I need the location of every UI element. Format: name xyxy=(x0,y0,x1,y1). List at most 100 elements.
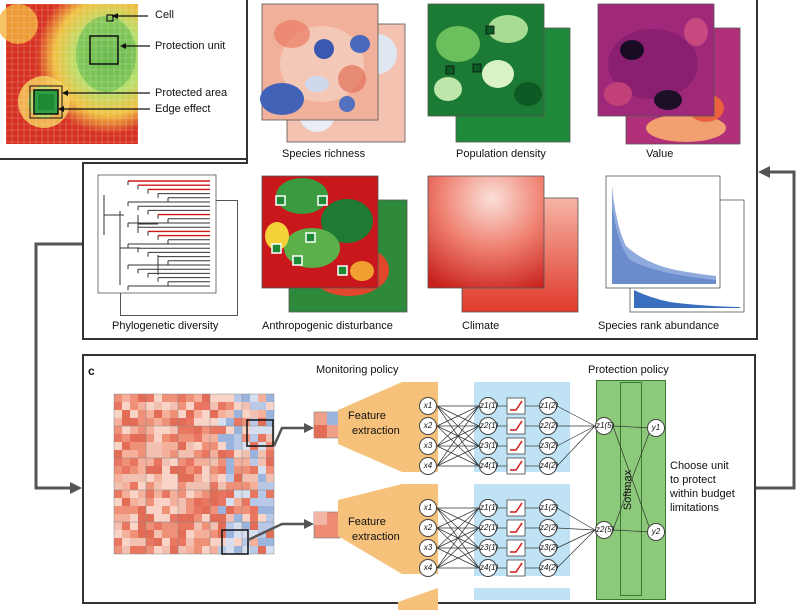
climate-caption: Climate xyxy=(462,320,500,332)
connection-in-hidden xyxy=(436,527,480,569)
relu-icon-curve xyxy=(510,502,523,513)
hidden2-node: z1(2) xyxy=(539,499,558,517)
extraction-label-bottom: extraction xyxy=(352,531,400,543)
connection-hidden2-pooled xyxy=(556,425,596,467)
panel-b-frame-mid xyxy=(82,162,248,164)
input-node: x2 xyxy=(419,519,437,537)
panel-b-frame-left xyxy=(246,0,248,162)
choose-text-4: limitations xyxy=(670,502,719,514)
connection-in-hidden xyxy=(436,445,480,467)
connection-pooled-out xyxy=(612,529,652,533)
panel-b-frame xyxy=(82,0,758,340)
phylogenetic-diversity-caption: Phylogenetic diversity xyxy=(112,320,219,332)
climate-map xyxy=(427,175,545,289)
species-rank-abundance-caption: Species rank abundance xyxy=(598,320,720,332)
value-map xyxy=(597,3,715,117)
relu-icon xyxy=(506,417,526,435)
connection-in-hidden xyxy=(436,547,480,569)
anthropogenic-disturbance-caption: Anthropogenic disturbance xyxy=(262,320,393,332)
monitoring-grid-map xyxy=(113,393,275,555)
connection-in-hidden xyxy=(436,507,480,529)
relu-icon-curve xyxy=(510,460,523,471)
population-density-caption: Population density xyxy=(456,148,546,160)
connection-hidden2-pooled xyxy=(556,507,596,531)
input-node: x3 xyxy=(419,437,437,455)
hidden1-node: z4(1) xyxy=(479,457,498,475)
feature-label-bottom: Feature xyxy=(348,516,386,528)
hidden1-node: z2(1) xyxy=(479,519,498,537)
input-node: x2 xyxy=(419,417,437,435)
relu-icon xyxy=(506,499,526,517)
hidden1-node: z2(1) xyxy=(479,417,498,435)
input-node: x4 xyxy=(419,559,437,577)
softmax-layer xyxy=(620,382,642,596)
panel-b-frame-left-lower xyxy=(82,162,84,340)
panel-a-leader-lines xyxy=(58,13,150,112)
hidden2-node: z1(2) xyxy=(539,397,558,415)
extraction-label-top: extraction xyxy=(352,425,400,437)
connection-hidden2-pooled xyxy=(556,529,596,549)
connection-hidden2-pooled xyxy=(556,529,596,569)
species-richness-map xyxy=(260,3,379,121)
input-node: x3 xyxy=(419,539,437,557)
feature-label-top: Feature xyxy=(348,410,386,422)
species-rank-abundance-chart xyxy=(605,175,721,289)
protection-grid-map xyxy=(0,3,139,144)
anthropogenic-disturbance-map xyxy=(261,175,379,289)
connection-hidden2-pooled xyxy=(556,527,596,531)
hidden1-node: z1(1) xyxy=(479,397,498,415)
patch-top xyxy=(313,411,341,439)
monitoring-policy-title: Monitoring policy xyxy=(316,364,399,376)
connection-in-hidden xyxy=(436,405,480,467)
edge-effect-label: Edge effect xyxy=(155,103,211,115)
choose-text-1: Choose unit xyxy=(670,460,729,472)
input-node: x1 xyxy=(419,499,437,517)
relu-icon-curve xyxy=(510,420,523,431)
output-node: y2 xyxy=(647,523,665,541)
input-node: x1 xyxy=(419,397,437,415)
value-caption: Value xyxy=(646,148,674,160)
protection-policy-title: Protection policy xyxy=(588,364,669,376)
relu-icon-curve xyxy=(510,522,523,533)
relu-icon-curve xyxy=(510,440,523,451)
connection-in-hidden xyxy=(436,405,480,427)
connection-in-hidden xyxy=(436,507,480,549)
choose-text-3: within budget xyxy=(670,488,735,500)
connection-pooled-out xyxy=(612,425,652,429)
hidden2-node: z2(2) xyxy=(539,417,558,435)
hidden2-node: z2(2) xyxy=(539,519,558,537)
relu-icon-curve xyxy=(510,562,523,573)
connection-in-hidden xyxy=(436,425,480,467)
hidden1-node: z1(1) xyxy=(479,499,498,517)
connection-hidden2-pooled xyxy=(556,405,596,427)
protection-policy-block xyxy=(596,380,666,600)
hidden1-node: z4(1) xyxy=(479,559,498,577)
species-richness-caption: Species richness xyxy=(282,148,366,160)
population-density-map xyxy=(427,3,545,117)
pooled-node: z2(5) xyxy=(595,521,614,539)
pooled-node: z1(5) xyxy=(595,417,614,435)
choose-text-2: to protect xyxy=(670,474,716,486)
hidden2-node: z4(2) xyxy=(539,457,558,475)
protected-area-label: Protected area xyxy=(155,87,228,99)
output-node: y1 xyxy=(647,419,665,437)
connection-in-hidden xyxy=(436,405,480,447)
hidden2-node: z4(2) xyxy=(539,559,558,577)
panel-c-letter: c xyxy=(88,364,95,378)
relu-icon xyxy=(506,559,526,577)
relu-icon xyxy=(506,437,526,455)
relu-icon xyxy=(506,397,526,415)
protection-unit-label: Protection unit xyxy=(155,40,226,52)
hidden2-node: z3(2) xyxy=(539,437,558,455)
relu-icon xyxy=(506,457,526,475)
hidden-layer-partial xyxy=(474,588,570,600)
relu-icon-curve xyxy=(510,542,523,553)
relu-icon-curve xyxy=(510,400,523,411)
input-node: x4 xyxy=(419,457,437,475)
hidden1-node: z3(1) xyxy=(479,437,498,455)
hidden2-node: z3(2) xyxy=(539,539,558,557)
relu-icon xyxy=(506,519,526,537)
relu-icon xyxy=(506,539,526,557)
